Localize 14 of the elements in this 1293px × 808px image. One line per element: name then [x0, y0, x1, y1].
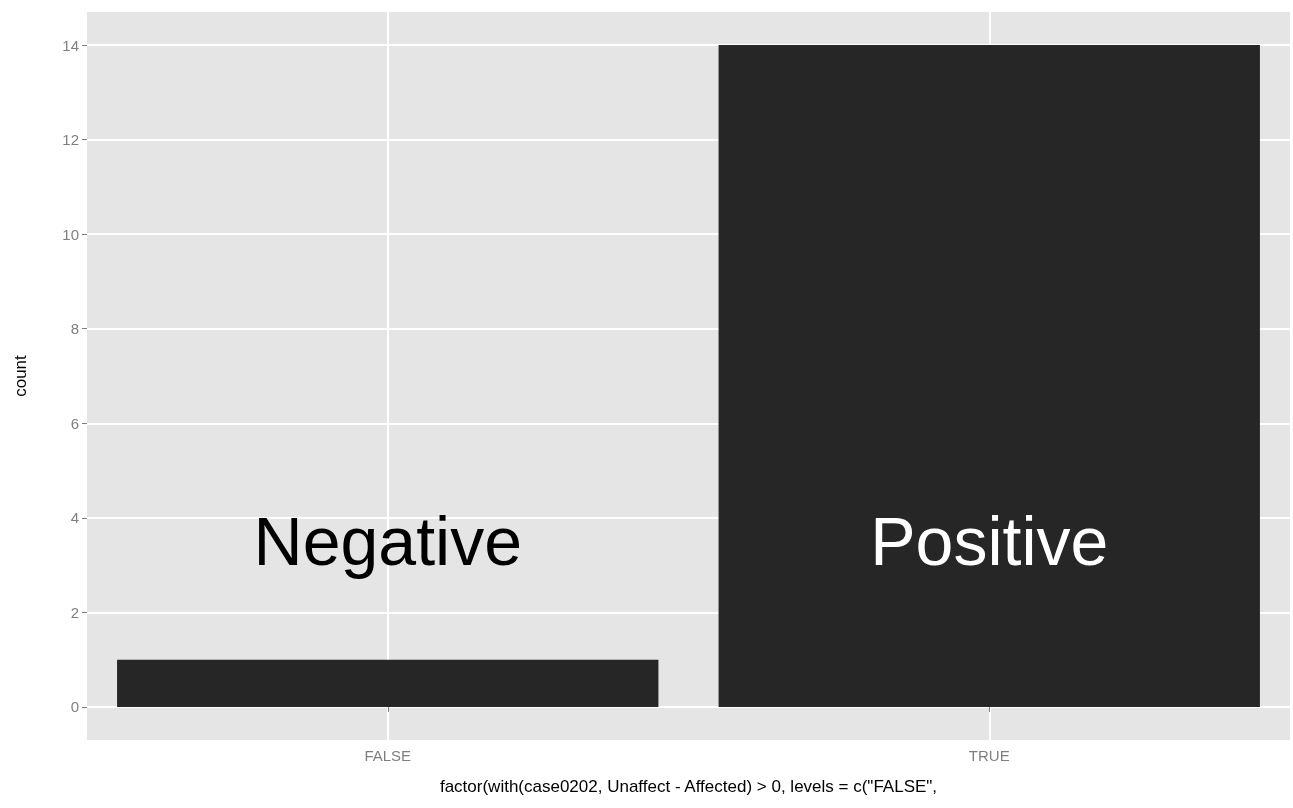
- y-tick-label: 6: [70, 414, 79, 432]
- y-tick-label: 14: [62, 36, 79, 54]
- y-axis-title: count: [11, 354, 30, 397]
- y-tick-label: 10: [62, 225, 79, 243]
- y-tick-label: 2: [70, 603, 79, 621]
- y-tick-label: 4: [70, 509, 79, 527]
- y-tick-label: 12: [62, 131, 79, 149]
- x-tick-label: FALSE: [364, 747, 412, 764]
- y-tick-label: 0: [70, 698, 79, 716]
- annotation: Positive: [870, 503, 1109, 580]
- x-tick-label: TRUE: [968, 747, 1010, 764]
- annotation: Negative: [253, 503, 522, 580]
- y-tick-label: 8: [70, 320, 79, 338]
- x-axis-title: factor(with(case0202, Unaffect - Affected) > 0, levels = c("FALSE",: [439, 777, 938, 796]
